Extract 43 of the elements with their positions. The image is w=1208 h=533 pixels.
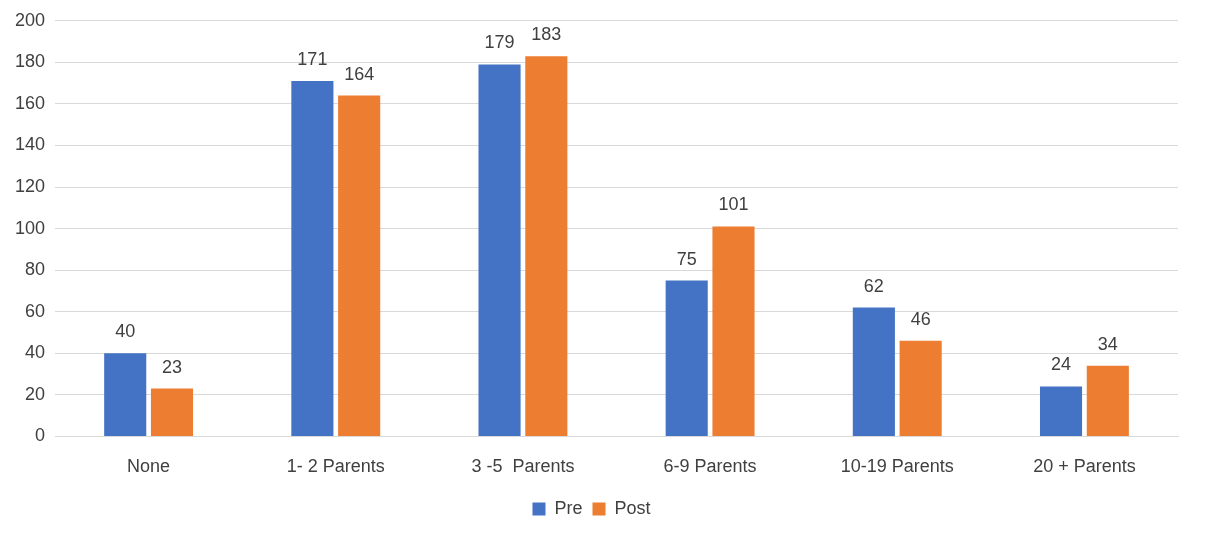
x-tick-label: 10-19 Parents — [840, 456, 954, 477]
legend-label: Pre — [554, 497, 583, 518]
x-tick-label: 20 + Parents — [1033, 456, 1136, 477]
y-tick-label: 40 — [25, 342, 46, 363]
data-label: 34 — [1097, 333, 1118, 354]
data-label: 171 — [297, 49, 328, 70]
y-tick-label: 20 — [25, 383, 46, 404]
bar — [1086, 365, 1129, 436]
bar — [338, 95, 381, 436]
y-tick-label: 60 — [25, 300, 46, 321]
y-tick-label: 120 — [14, 176, 46, 197]
bar — [478, 64, 521, 436]
data-label: 101 — [718, 194, 749, 215]
data-label: 24 — [1051, 354, 1072, 375]
bar — [150, 388, 194, 436]
y-tick-label: 140 — [14, 134, 46, 155]
data-label: 23 — [161, 356, 183, 377]
bar — [1039, 386, 1083, 436]
bar — [899, 340, 942, 436]
data-label: 62 — [863, 275, 884, 296]
y-tick-label: 0 — [35, 425, 46, 446]
bar — [712, 226, 755, 436]
data-label: 75 — [676, 248, 697, 269]
bar — [104, 353, 147, 436]
legend-label: Post — [614, 497, 651, 518]
bar — [665, 280, 708, 436]
x-tick-label: 1- 2 Parents — [286, 456, 385, 477]
data-label: 179 — [484, 32, 515, 53]
y-tick-label: 180 — [14, 51, 46, 72]
y-tick-label: 200 — [14, 9, 46, 30]
data-label: 183 — [531, 24, 562, 45]
y-tick-label: 160 — [14, 92, 46, 113]
data-label: 164 — [344, 63, 375, 84]
x-tick-label: 3 -5 Parents — [471, 456, 575, 477]
bar — [525, 56, 568, 436]
y-tick-label: 80 — [25, 259, 46, 280]
data-label: 46 — [910, 308, 931, 329]
bar — [291, 81, 334, 436]
data-label: 40 — [115, 321, 136, 342]
bar — [852, 307, 895, 436]
x-tick-label: 6-9 Parents — [663, 456, 757, 477]
y-tick-label: 100 — [14, 217, 46, 238]
x-tick-label: None — [127, 456, 171, 477]
